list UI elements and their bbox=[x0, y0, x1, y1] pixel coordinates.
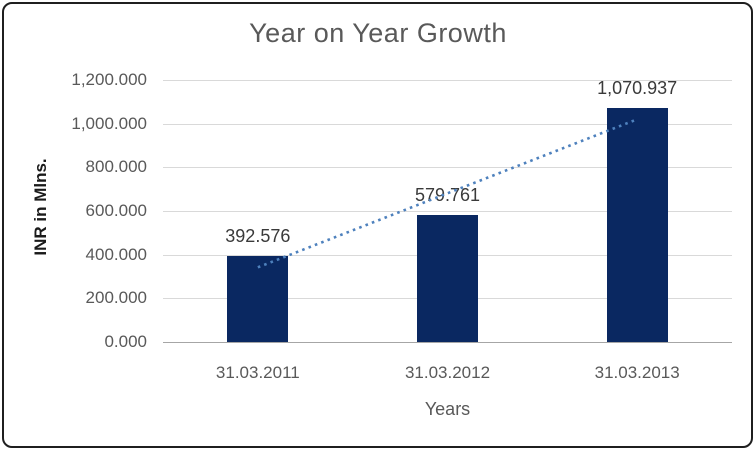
gridline bbox=[163, 211, 732, 212]
x-axis-line bbox=[163, 342, 732, 343]
bar-31.03.2011 bbox=[227, 256, 289, 342]
x-tick-label: 31.03.2012 bbox=[404, 363, 491, 382]
bar-31.03.2013 bbox=[606, 108, 668, 342]
y-tick-label: 1,000.000 bbox=[71, 113, 147, 133]
y-tick-label: 600.000 bbox=[85, 201, 147, 220]
chart-title: Year on Year Growth bbox=[249, 18, 507, 48]
gridline bbox=[163, 80, 732, 81]
bar-31.03.2012 bbox=[417, 215, 478, 342]
plot-area: 392.576 579.761 1,070.937 bbox=[163, 78, 732, 343]
gridline bbox=[163, 167, 732, 169]
y-tick-label: 200.000 bbox=[85, 288, 147, 308]
y-tick-label: 0.000 bbox=[104, 332, 147, 351]
trendline bbox=[257, 118, 638, 269]
gridline bbox=[163, 123, 732, 125]
x-tick-label: 31.03.2013 bbox=[594, 363, 680, 382]
bar-value-label: 392.576 bbox=[225, 226, 291, 247]
y-tick-label: 800.000 bbox=[85, 157, 147, 177]
x-tick-label: 31.03.2011 bbox=[215, 363, 300, 382]
y-tick-label: 400.000 bbox=[85, 244, 147, 264]
y-tick-label: 1,200.000 bbox=[71, 70, 147, 89]
x-axis-title: Years bbox=[424, 399, 471, 419]
bar-value-label: 1,070.937 bbox=[597, 78, 678, 99]
